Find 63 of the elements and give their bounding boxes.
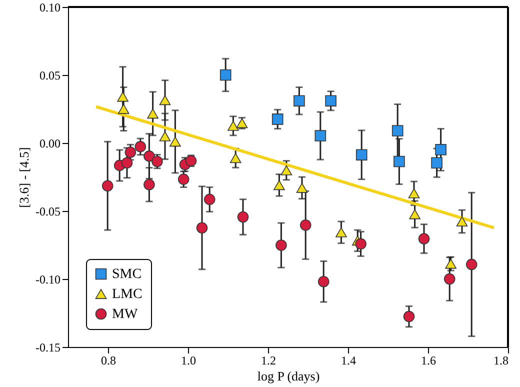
point (159, 95, 171, 106)
x-tick-label: 1.2 (261, 354, 276, 368)
point (237, 211, 249, 223)
point (466, 258, 478, 270)
point (418, 233, 430, 244)
point (296, 182, 308, 193)
point (117, 92, 128, 102)
point (152, 156, 163, 168)
y-tick-label: -0.15 (36, 340, 60, 354)
point (325, 95, 336, 106)
y-tick-label: 0.00 (40, 136, 60, 150)
legend-label: LMC (112, 287, 142, 302)
point (185, 155, 197, 166)
point (456, 216, 468, 226)
x-tick-label: 1.6 (421, 354, 436, 368)
y-tick-label: -0.05 (36, 204, 60, 218)
y-axis-title: [3.6] - [4.5] (16, 147, 32, 208)
point (118, 104, 130, 114)
point (124, 146, 136, 158)
point (409, 209, 420, 220)
x-tick-label: 1.0 (181, 354, 196, 368)
point (392, 125, 404, 136)
point (170, 136, 181, 147)
x-tick-label: 0.8 (101, 354, 116, 368)
point (355, 238, 366, 250)
y-tick-label: 0.10 (40, 0, 60, 14)
x-tick-label: 1.4 (341, 354, 356, 368)
point (144, 178, 155, 190)
point (300, 220, 312, 231)
point (356, 149, 368, 160)
point (134, 141, 146, 152)
point (403, 310, 415, 322)
point (204, 194, 216, 206)
point (196, 222, 208, 234)
point (228, 120, 239, 131)
point (444, 273, 456, 285)
x-tick-label: 1.8 (494, 354, 508, 368)
point (294, 95, 305, 106)
point (394, 156, 405, 168)
x-axis-title: log P (days) (257, 368, 320, 384)
point (318, 276, 330, 288)
point (314, 130, 326, 142)
point (220, 69, 232, 81)
y-tick-label: 0.05 (40, 68, 60, 82)
point (272, 114, 284, 125)
y-tick-label: -0.10 (36, 272, 60, 286)
point (274, 180, 285, 190)
legend-label: MW (112, 307, 138, 322)
point (280, 165, 292, 176)
legend-label: SMC (112, 267, 142, 282)
point (121, 157, 133, 168)
point (230, 153, 242, 164)
point (102, 180, 114, 192)
point (159, 131, 171, 142)
point (236, 118, 248, 128)
point (144, 150, 155, 162)
point (336, 227, 347, 238)
point (178, 174, 190, 185)
point (408, 188, 420, 198)
point (435, 144, 446, 156)
point (431, 157, 442, 168)
point (147, 108, 158, 119)
point (276, 240, 287, 251)
